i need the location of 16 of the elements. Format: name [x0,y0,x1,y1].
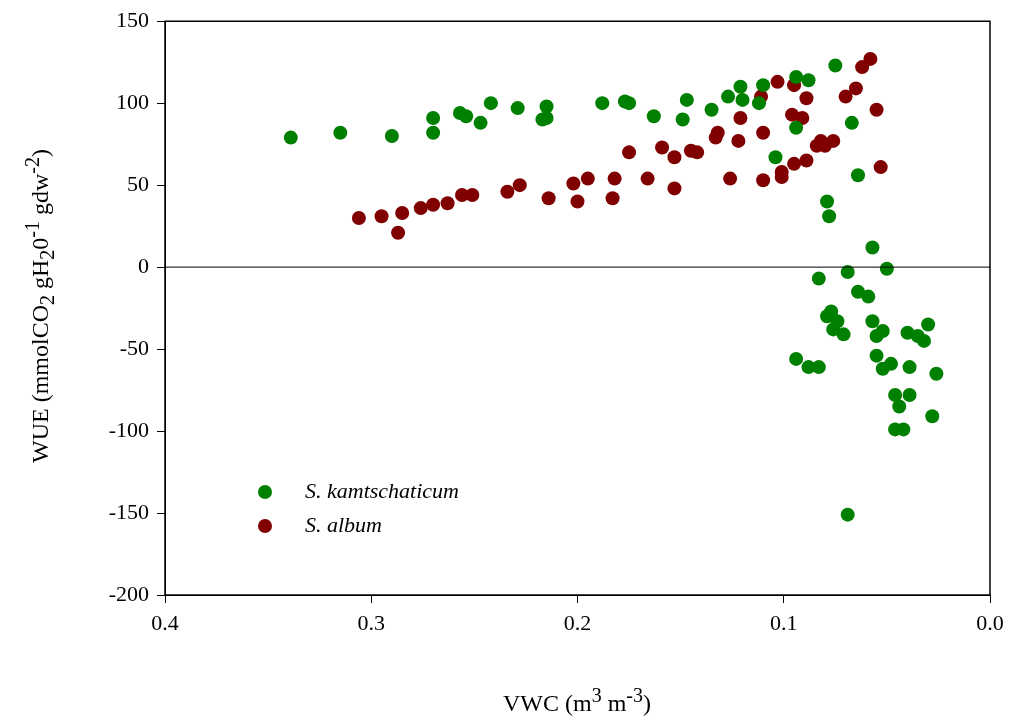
y-tick-label: 100 [116,88,149,114]
y-tick-label: -200 [108,580,149,606]
y-tick-label: 0 [138,252,149,278]
legend-label: S. kamtschaticum [305,477,459,503]
y-tick-label: -100 [108,416,149,442]
x-tick-label: 0.3 [357,609,385,635]
y-tick-label: -150 [108,498,149,524]
legend-label: S. album [305,511,382,537]
x-tick-label: 0.1 [770,609,798,635]
y-tick-label: 150 [116,6,149,32]
x-axis-title: VWC (m$^{3}$ m$^{-3}$) [503,684,651,717]
y-tick-label: -50 [119,334,149,360]
x-tick-label: 0.4 [151,609,179,635]
y-tick-label: 50 [127,170,149,196]
x-tick-label: 0.2 [563,609,592,635]
x-tick-label: 0.0 [976,609,1004,635]
